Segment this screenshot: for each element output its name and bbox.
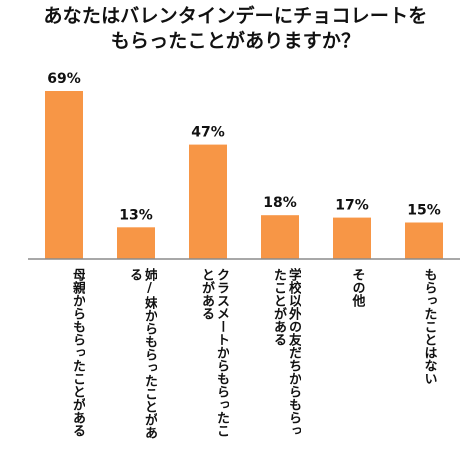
value-label-3: 18% [263,195,297,211]
category-label-4: その他 [349,268,365,307]
value-label-5: 15% [407,203,441,219]
bar-3 [261,215,299,259]
category-label-0: 母親からもらったことがある [70,268,85,437]
category-label-3: 学校以外の友だちからもらったことがある [271,268,301,437]
bar-5 [405,222,443,259]
category-label-1: 姉/妹からもらったことがある [127,268,157,439]
category-label-2: クラスメートからもらったことがある [199,268,229,437]
bar-4 [333,217,371,259]
value-label-1: 13% [119,207,153,223]
chart-title: あなたはバレンタインデーにチョコレートを もらったことがありますか？ [43,5,428,52]
value-label-0: 69% [47,71,81,87]
value-label-2: 47% [191,125,225,141]
bar-2 [189,144,227,259]
bar-1 [117,227,155,259]
bar-0 [45,91,83,259]
value-label-4: 17% [335,198,369,214]
category-label-5: もらったことはない [421,268,437,385]
